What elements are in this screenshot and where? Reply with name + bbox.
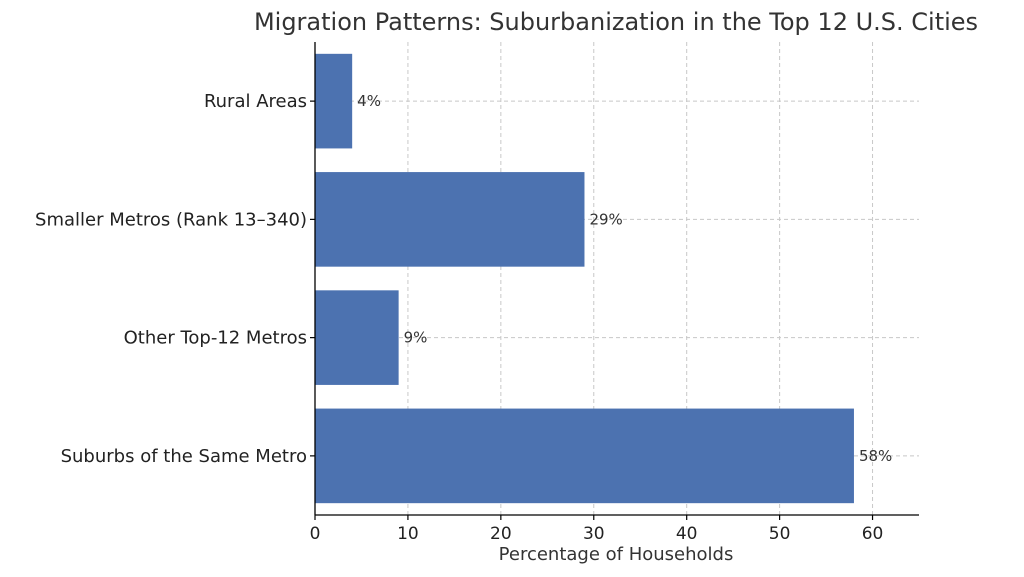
category-label: Smaller Metros (Rank 13–340)	[35, 209, 307, 230]
data-label: 29%	[589, 210, 622, 228]
category-label: Rural Areas	[204, 91, 307, 112]
bar	[315, 290, 399, 385]
x-tick-label: 10	[397, 524, 419, 544]
data-label: 4%	[357, 92, 381, 110]
chart-title: Migration Patterns: Suburbanization in t…	[254, 8, 978, 36]
category-label: Other Top-12 Metros	[124, 328, 307, 349]
x-tick-label: 0	[310, 524, 321, 544]
data-label: 9%	[404, 329, 428, 347]
category-label: Suburbs of the Same Metro	[61, 446, 307, 467]
axes-layer: 0 10 20 30 40 50 60	[310, 42, 919, 544]
bar	[315, 53, 353, 149]
x-tick-label: 30	[583, 524, 605, 544]
x-tick-label: 20	[490, 524, 512, 544]
x-tick-label: 60	[862, 524, 884, 544]
labels-layer: Suburbs of the Same Metro 58% Other Top-12…	[35, 91, 892, 467]
x-tick-label: 40	[676, 524, 698, 544]
data-label: 58%	[859, 447, 892, 465]
x-tick-label: 50	[769, 524, 791, 544]
bars-layer	[315, 53, 854, 504]
bar	[315, 408, 854, 504]
bar	[315, 172, 585, 267]
x-axis-title: Percentage of Households	[499, 544, 734, 565]
